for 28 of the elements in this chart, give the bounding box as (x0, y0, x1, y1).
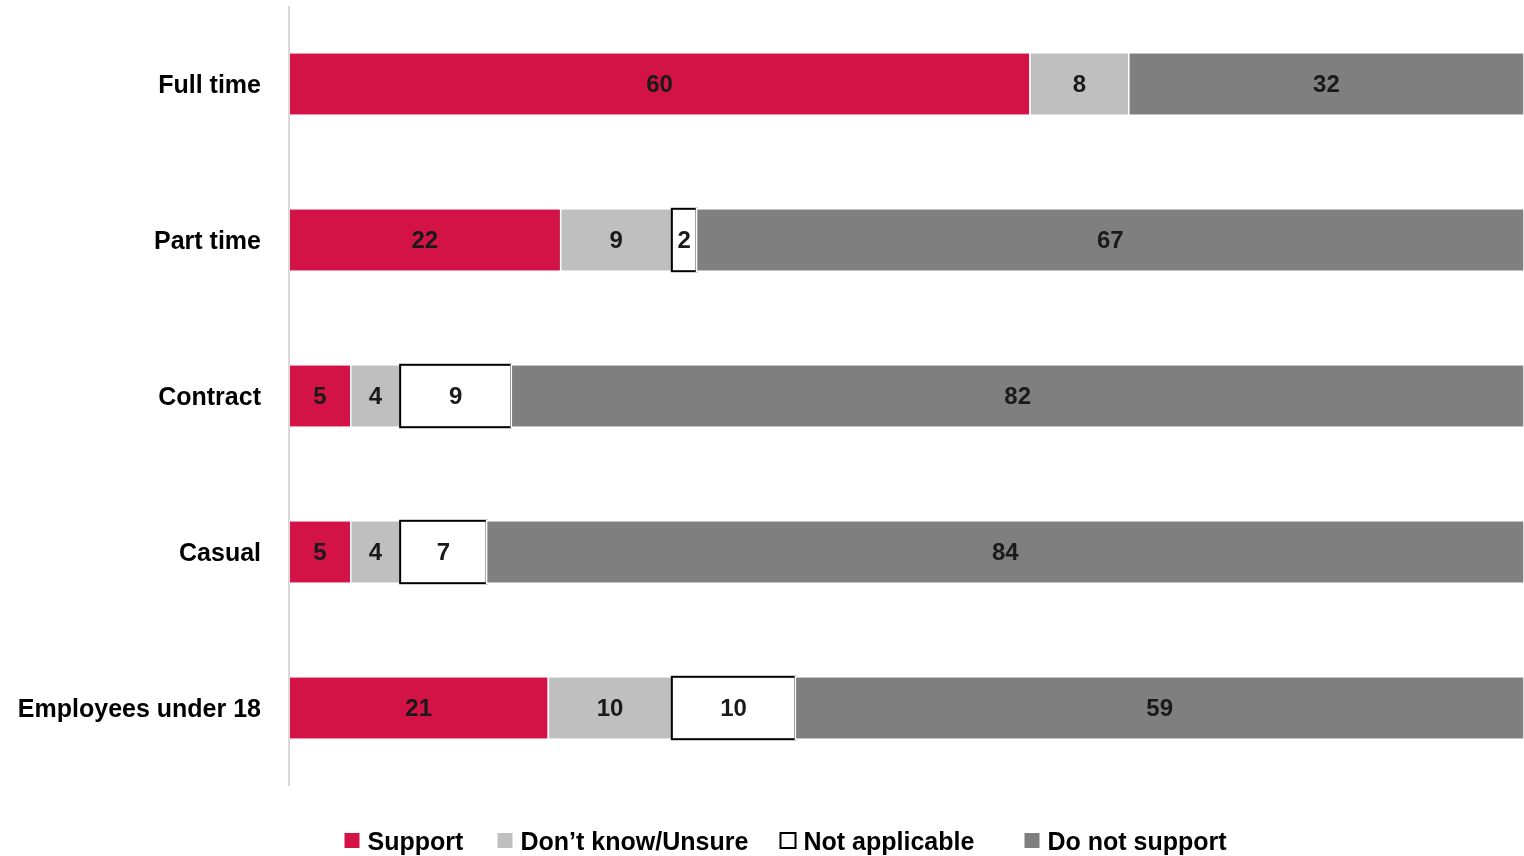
y-tick-label: Contract (158, 381, 262, 410)
data-label: 59 (1146, 694, 1174, 722)
data-label: 5 (313, 382, 327, 410)
y-tick-label: Employees under 18 (17, 693, 262, 722)
data-label: 60 (646, 70, 673, 98)
data-label: 32 (1313, 70, 1340, 98)
data-label: 9 (449, 382, 463, 410)
y-tick-label: Full time (158, 69, 262, 98)
data-label: 22 (411, 226, 439, 254)
data-label: 8 (1072, 70, 1087, 98)
y-tick-label: Part time (154, 225, 262, 254)
data-label: 2 (677, 226, 691, 254)
data-label: 84 (991, 538, 1020, 566)
data-label: 9 (609, 226, 623, 254)
legend-label: Don’t know/Unsure (520, 826, 749, 855)
data-label: 10 (596, 694, 624, 722)
data-label: 4 (368, 538, 383, 566)
legend-label: Do not support (1047, 826, 1228, 855)
data-label: 82 (1004, 382, 1031, 410)
legend-label: Support (367, 826, 464, 855)
data-label: 67 (1096, 226, 1124, 254)
data-label: 10 (720, 694, 747, 722)
data-label: 5 (313, 538, 327, 566)
data-label: 7 (436, 538, 451, 566)
data-label: 4 (368, 382, 383, 410)
data-label: 21 (405, 694, 433, 722)
y-tick-label: Casual (179, 537, 261, 566)
legend-label: Not applicable (803, 826, 975, 855)
